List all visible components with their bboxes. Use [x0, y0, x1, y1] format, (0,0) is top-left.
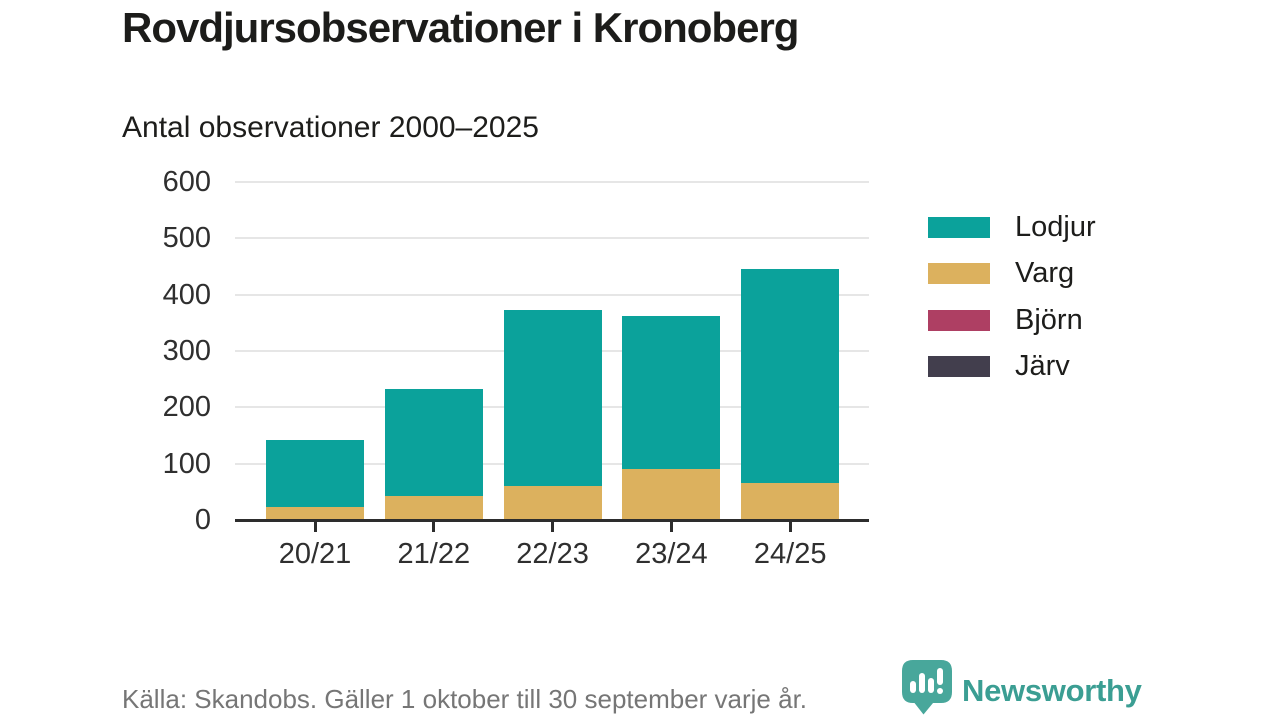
bar-22/23 — [503, 182, 602, 520]
bar-23/24 — [622, 182, 721, 520]
source-note: Källa: Skandobs. Gäller 1 oktober till 3… — [122, 684, 808, 714]
legend-row-lodjur: Lodjur — [928, 211, 1096, 243]
x-axis-tick — [669, 522, 673, 532]
x-axis-tick-label: 24/25 — [753, 538, 827, 570]
legend-swatch-varg — [928, 263, 990, 285]
legend-swatch-järv — [928, 355, 990, 377]
x-axis-tick — [788, 522, 792, 532]
bar-segment-lodjur-23/24 — [622, 316, 721, 470]
chart-subtitle: Antal observationer 2000–2025 — [122, 111, 539, 144]
newsworthy-brand: Newsworthy — [902, 660, 1142, 715]
x-axis-tick — [432, 522, 436, 532]
x-axis-tick-label: 22/23 — [516, 538, 589, 570]
x-axis-tick-label: 23/24 — [635, 538, 708, 570]
y-axis-tick-label: 500 — [162, 222, 211, 255]
bar-20/21 — [266, 182, 364, 520]
y-axis-tick-label: 100 — [162, 447, 211, 480]
legend-label: Björn — [1015, 303, 1083, 336]
legend-row-järv: Järv — [928, 349, 1070, 382]
legend-swatch-lodjur — [928, 217, 990, 238]
legend-row-björn: Björn — [928, 303, 1083, 336]
bar-segment-varg-21/22 — [384, 495, 483, 520]
gridline-400 — [235, 293, 869, 296]
bar-segment-lodjur-21/22 — [384, 388, 483, 496]
y-axis-tick-label: 200 — [162, 391, 211, 424]
bar-24/25 — [741, 182, 840, 520]
bar-segment-varg-22/23 — [503, 485, 602, 520]
plot-area — [235, 181, 869, 520]
y-axis-tick-label: 400 — [162, 278, 211, 311]
bar-segment-varg-24/25 — [741, 483, 840, 520]
x-axis-tick — [551, 522, 555, 532]
newsworthy-brand-name: Newsworthy — [962, 673, 1142, 708]
y-axis-tick-label: 300 — [162, 335, 211, 367]
y-axis-tick-label: 600 — [162, 166, 211, 198]
legend-row-varg: Varg — [928, 257, 1075, 290]
gridline-600 — [235, 181, 869, 183]
legend-label: Järv — [1015, 349, 1070, 382]
newsworthy-logo-icon — [902, 660, 952, 715]
bar-segment-lodjur-24/25 — [741, 269, 840, 484]
x-axis-tick-label: 20/21 — [278, 538, 352, 570]
bar-segment-varg-23/24 — [622, 469, 721, 520]
x-axis-line — [235, 519, 869, 522]
bar-segment-lodjur-20/21 — [266, 440, 364, 508]
chart-title: Rovdjursobservationer i Kronoberg — [122, 4, 799, 51]
x-axis-tick — [313, 522, 317, 532]
legend-swatch-björn — [928, 309, 990, 331]
x-axis-tick-label: 21/22 — [397, 538, 471, 570]
bar-21/22 — [384, 182, 483, 520]
bar-segment-varg-20/21 — [266, 507, 364, 520]
bar-segment-lodjur-22/23 — [503, 310, 602, 486]
legend-label: Lodjur — [1015, 211, 1096, 243]
y-axis-tick-label: 0 — [194, 504, 211, 536]
gridline-500 — [235, 237, 869, 240]
legend-label: Varg — [1015, 257, 1075, 290]
